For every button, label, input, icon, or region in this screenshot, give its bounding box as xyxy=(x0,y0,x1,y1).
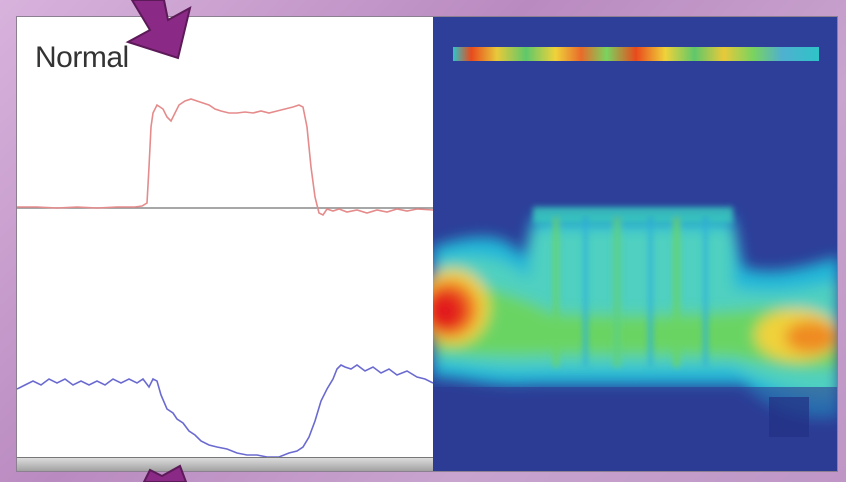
top-color-strip xyxy=(453,47,819,61)
pressure-heatmap xyxy=(433,17,837,471)
panel-title: Normal xyxy=(35,41,129,74)
time-scale-bar xyxy=(17,457,433,471)
trace-panel: Normal xyxy=(17,17,433,471)
heatmap-plot xyxy=(433,17,837,471)
upper-trace xyxy=(17,98,433,217)
pressure-streaks xyxy=(533,207,733,367)
figure-frame: Normal xyxy=(16,16,838,472)
trace-plot xyxy=(17,98,433,458)
lower-trace xyxy=(17,364,433,458)
pressure-band xyxy=(433,217,837,419)
